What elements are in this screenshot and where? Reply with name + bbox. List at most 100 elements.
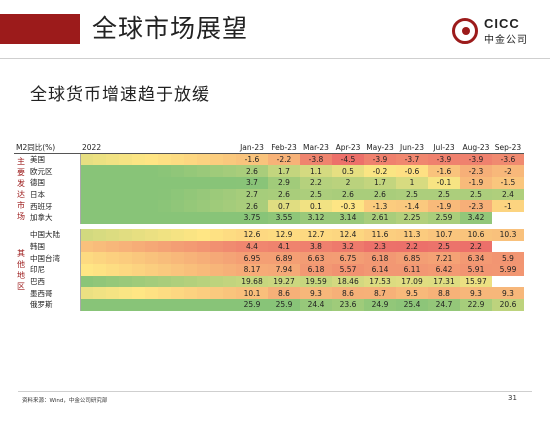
- history-heat-cell: [119, 252, 132, 264]
- group-label-char: 他: [17, 259, 25, 269]
- value-cell: 9.5: [396, 287, 428, 299]
- history-heat-cell: [132, 165, 145, 178]
- value-cell: 12.9: [268, 228, 300, 241]
- history-heat-cell: [210, 188, 223, 201]
- month-header: Jul-23: [428, 142, 460, 155]
- history-heat-cell: [210, 228, 223, 241]
- value-cell: 11.6: [364, 228, 396, 241]
- value-cell: -1.9: [460, 177, 492, 189]
- history-heat-cell: [119, 228, 132, 241]
- value-cell: 3.42: [460, 212, 492, 224]
- history-heat-cell: [184, 165, 197, 178]
- value-cell: 22.9: [460, 298, 492, 311]
- history-heat-cell: [93, 200, 106, 213]
- history-heat-cell: [158, 165, 171, 178]
- history-heat-cell: [223, 240, 236, 253]
- history-heat-cell: [106, 165, 119, 178]
- value-cell: 1.7: [268, 165, 300, 178]
- history-heat-cell: [223, 200, 236, 213]
- value-cell: 1.1: [300, 165, 332, 178]
- value-cell: 11.3: [396, 228, 428, 241]
- value-cell: 5.91: [460, 263, 492, 276]
- history-heat-cell: [210, 153, 223, 166]
- m2-heatmap-table: M2同比(%) 2022 Jan-23 Feb-23 Mar-23 Apr-23 May-2…: [14, 142, 524, 311]
- value-cell: 5.99: [492, 263, 524, 276]
- history-heat-cell: [93, 287, 106, 299]
- value-cell: 20.6: [492, 298, 524, 311]
- history-heat-cell: [197, 275, 210, 288]
- source-note: 资料来源：Wind，中金公司研究部: [22, 398, 108, 404]
- history-heat-cell: [93, 263, 106, 276]
- history-heat-cell: [223, 212, 236, 224]
- history-heat-cell: [93, 298, 106, 311]
- table-row: 主要发达市场美国 -1.6 -2.2 -3.8 -4.5 -3.9 -3.7 -3.9 -3.9…: [14, 153, 524, 221]
- history-heat-cell: [132, 240, 145, 253]
- month-header: Feb-23: [268, 142, 300, 155]
- value-cell: 10.3: [492, 228, 524, 241]
- group-label-char: 区: [17, 281, 25, 291]
- history-heat-cell: [132, 263, 145, 276]
- value-cell: 6.63: [300, 252, 332, 264]
- value-cell: 2.61: [364, 212, 396, 224]
- country-label: 欧元区: [28, 165, 81, 178]
- value-cell: 6.42: [428, 263, 460, 276]
- history-heat-cell: [184, 188, 197, 201]
- history-heat-cell: [171, 212, 184, 224]
- history-heat-cell: [171, 298, 184, 311]
- value-cell: 3.75: [236, 212, 268, 224]
- history-heat-cell: [197, 200, 210, 213]
- history-heat-cell: [158, 188, 171, 201]
- history-heat-cell: [132, 177, 145, 189]
- cicc-logo: CICC 中金公司: [452, 16, 542, 46]
- history-heat-cell: [145, 228, 158, 241]
- history-heat-cell: [80, 275, 93, 288]
- value-cell: 25.4: [396, 298, 428, 311]
- history-heat-cell: [106, 212, 119, 224]
- history-heat-cell: [197, 188, 210, 201]
- value-cell: 24.4: [300, 298, 332, 311]
- value-cell: 1: [396, 177, 428, 189]
- group-label-char: 要: [17, 168, 25, 177]
- country-label: 韩国: [28, 240, 81, 253]
- value-cell: [492, 275, 524, 288]
- history-heat-cell: [145, 275, 158, 288]
- history-heat-cell: [145, 153, 158, 166]
- value-cell: 23.6: [332, 298, 364, 311]
- history-heat-cell: [158, 177, 171, 189]
- history-heat-cell: [80, 240, 93, 253]
- history-heat-cell: [132, 212, 145, 224]
- history-heat-cell: [132, 252, 145, 264]
- history-heat-cell: [119, 240, 132, 253]
- year-label: 2022: [80, 142, 236, 155]
- history-heat-cell: [132, 153, 145, 166]
- value-cell: 2.2: [396, 240, 428, 253]
- page-title: 全球市场展望: [92, 14, 249, 43]
- history-heat-cell: [197, 240, 210, 253]
- history-heat-cell: [119, 212, 132, 224]
- group-label-char: 达: [17, 190, 25, 199]
- value-cell: -3.8: [300, 153, 332, 166]
- history-heat-cell: [197, 263, 210, 276]
- value-cell: 0.5: [332, 165, 364, 178]
- history-heat-cell: [210, 275, 223, 288]
- history-heat-cell: [184, 177, 197, 189]
- history-heat-cell: [93, 212, 106, 224]
- history-heat-cell: [197, 252, 210, 264]
- value-cell: -1.6: [236, 153, 268, 166]
- country-label: 中国大陆: [28, 228, 81, 241]
- value-cell: 2.4: [492, 188, 524, 201]
- history-heat-cell: [106, 275, 119, 288]
- history-heat-cell: [158, 263, 171, 276]
- history-heat-cell: [184, 200, 197, 213]
- value-cell: -3.9: [460, 153, 492, 166]
- history-heat-cell: [80, 287, 93, 299]
- value-cell: -2.2: [268, 153, 300, 166]
- history-heat-cell: [158, 275, 171, 288]
- value-cell: 5.57: [332, 263, 364, 276]
- history-heat-cell: [223, 188, 236, 201]
- history-heat-cell: [171, 228, 184, 241]
- history-heat-cell: [171, 263, 184, 276]
- value-cell: 24.7: [428, 298, 460, 311]
- country-label: 加拿大: [28, 212, 81, 224]
- value-cell: 2.59: [428, 212, 460, 224]
